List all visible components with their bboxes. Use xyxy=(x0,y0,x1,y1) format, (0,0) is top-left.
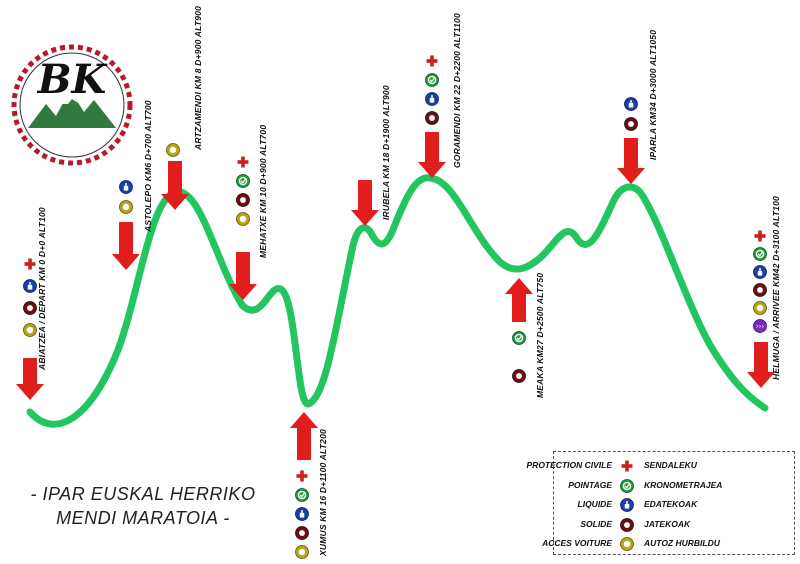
drink-icon xyxy=(425,92,439,106)
checkpoint-arrow xyxy=(617,138,645,184)
food-icon xyxy=(624,117,638,131)
checkpoint-label: IRUBELA KM 18 D+1900 ALT900 xyxy=(381,85,391,220)
legend-label-eu: KRONOMETRAJEA xyxy=(644,479,723,490)
legend-row: LIQUIDE EDATEKOAK xyxy=(554,496,794,514)
car-access-icon xyxy=(620,537,634,551)
legend-icon xyxy=(620,498,634,512)
food-icon xyxy=(236,193,250,207)
logo-chain-ring xyxy=(11,44,133,166)
logo-mountain-snow xyxy=(62,90,78,104)
food-icon xyxy=(295,526,309,540)
event-title-line-2: MENDI MARATOIA - xyxy=(56,508,230,528)
legend-icon xyxy=(620,537,634,551)
legend-label-eu: EDATEKOAK xyxy=(644,499,698,509)
legend-box: PROTECTION CIVILE SENDALEKU POINTAGE KRONOM… xyxy=(527,451,795,555)
checkpoint-arrow xyxy=(16,358,44,400)
checkpoint-label: IPARLA KM34 D+3000 ALT1050 xyxy=(648,29,658,160)
legend-label-fr: LIQUIDE xyxy=(577,499,612,509)
food-icon xyxy=(425,111,439,125)
legend-row: SOLIDE JATEKOAK xyxy=(554,516,794,534)
checkpoint-label: GORAMENDI KM 22 D+2200 ALT1100 xyxy=(452,13,462,168)
red-cross-icon xyxy=(621,460,633,472)
checkpoint-arrow xyxy=(290,412,318,460)
legend-icon xyxy=(620,478,634,493)
drink-icon xyxy=(23,279,37,293)
car-access-icon xyxy=(236,212,250,226)
checkpoint-label: ABIATZEA / DEPART KM 0 D+0 ALT100 xyxy=(37,207,47,370)
legend-label-fr: SOLIDE xyxy=(580,518,612,529)
checkpoint-arrow xyxy=(418,132,446,178)
red-cross-icon xyxy=(237,156,249,168)
checkpoint-label: MEHATXE KM 10 D+900 ALT700 xyxy=(258,124,268,258)
legend-label-eu: AUTOZ HURBILDU xyxy=(644,538,720,548)
checkpoint-arrow xyxy=(505,278,533,322)
car-access-icon xyxy=(753,301,767,315)
legend-icon xyxy=(621,460,633,472)
checkpoint-label: MEAKA KM27 D+2500 ALT750 xyxy=(535,272,545,398)
legend-row: ACCES VOITURE AUTOZ HURBILDU xyxy=(542,535,794,553)
red-cross-icon xyxy=(24,258,36,270)
logo-mountains xyxy=(28,90,116,128)
checkpoint-arrow xyxy=(229,252,257,300)
event-title-line-1: - IPAR EUSKAL HERRIKO xyxy=(30,484,256,504)
timing-check-icon xyxy=(753,247,767,261)
legend-label-fr: ACCES VOITURE xyxy=(542,538,612,548)
checkpoint-arrow xyxy=(747,342,775,388)
drink-icon xyxy=(620,498,634,512)
timing-check-icon xyxy=(425,73,439,87)
checkpoint-arrow xyxy=(351,180,379,226)
legend-icon xyxy=(620,517,634,532)
checkpoint-arrow xyxy=(161,161,189,210)
car-access-icon xyxy=(23,323,37,337)
car-access-icon xyxy=(119,200,133,214)
checkpoint-label: ASTOLEPO KM6 D+700 ALT700 xyxy=(143,100,153,232)
checkpoint-label: HELMUGA / ARRIVEE KM42 D+3100 ALT100 xyxy=(771,196,781,380)
legend-label-eu: JATEKOAK xyxy=(644,518,691,529)
timing-check-icon xyxy=(512,331,526,345)
timing-check-icon xyxy=(295,488,309,502)
elevation-profile-line xyxy=(26,174,769,428)
timing-check-icon xyxy=(620,478,634,493)
car-access-icon xyxy=(295,545,309,559)
legend-label-fr: PROTECTION CIVILE xyxy=(526,460,612,470)
car-access-icon xyxy=(166,143,180,157)
checkpoint-label: XUMUS KM 16 D+1100 ALT200 xyxy=(318,429,328,556)
checkpoint-arrow xyxy=(112,222,140,270)
red-cross-icon xyxy=(754,230,766,242)
food-icon xyxy=(620,517,634,532)
bk-logo: BK xyxy=(11,44,133,166)
checkpoint-label: ARTZAMENDI KM 8 D+900 ALT900 xyxy=(193,5,203,150)
legend-label-fr: POINTAGE xyxy=(568,479,612,490)
legend-row: POINTAGE KRONOMETRAJEA xyxy=(554,477,794,495)
legend-label-eu: SENDALEKU xyxy=(644,460,697,470)
drink-icon xyxy=(624,97,638,111)
red-cross-icon xyxy=(296,470,308,482)
finish-icon: ››› xyxy=(753,319,767,333)
logo-text: BK xyxy=(37,56,109,103)
legend-row: PROTECTION CIVILE SENDALEKU xyxy=(527,457,794,475)
food-icon xyxy=(753,283,767,297)
food-icon xyxy=(512,369,526,383)
red-cross-icon xyxy=(426,55,438,67)
drink-icon xyxy=(119,180,133,194)
timing-check-icon xyxy=(236,174,250,188)
drink-icon xyxy=(753,265,767,279)
food-icon xyxy=(23,301,37,315)
svg-text:›››: ››› xyxy=(756,323,765,331)
drink-icon xyxy=(295,507,309,521)
